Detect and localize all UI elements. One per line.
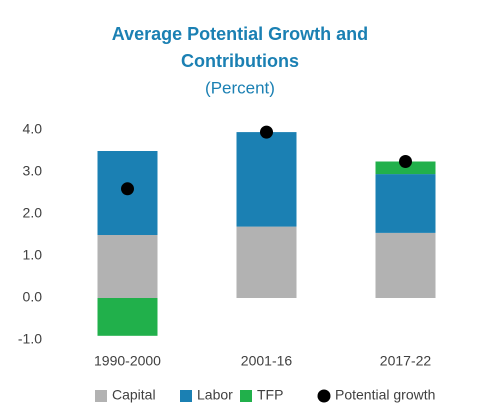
legend-swatch (317, 389, 331, 403)
y-tick-label: 3.0 (23, 163, 43, 179)
chart-title: Average Potential Growth and (112, 24, 368, 44)
dot (399, 155, 412, 168)
x-tick-label: 1990-2000 (94, 353, 161, 369)
legend-swatch (180, 390, 192, 402)
legend-swatch (240, 390, 252, 402)
dot (121, 182, 134, 196)
bar-segment (236, 226, 297, 298)
legend-label: Capital (112, 387, 156, 403)
dot (260, 125, 273, 139)
chart-subtitle: (Percent) (205, 78, 275, 97)
bar-segment (97, 235, 158, 298)
y-tick-label: 0.0 (23, 289, 43, 305)
legend-label: Labor (197, 387, 233, 403)
y-tick-label: -1.0 (18, 331, 42, 347)
x-tick-label: 2017-22 (380, 353, 432, 369)
x-tick-label: 2001-16 (241, 353, 293, 369)
y-tick-label: 1.0 (23, 247, 43, 263)
legend-label: Potential growth (335, 387, 435, 403)
bar-segment (236, 132, 297, 227)
legend-label: TFP (257, 387, 283, 403)
chart-title: Contributions (181, 51, 299, 71)
bar-segment (375, 174, 436, 233)
bar-segment (375, 232, 436, 298)
y-tick-label: 4.0 (23, 121, 43, 137)
legend-swatch (95, 390, 107, 402)
bar-segment (97, 298, 158, 336)
y-tick-label: 2.0 (23, 205, 43, 221)
